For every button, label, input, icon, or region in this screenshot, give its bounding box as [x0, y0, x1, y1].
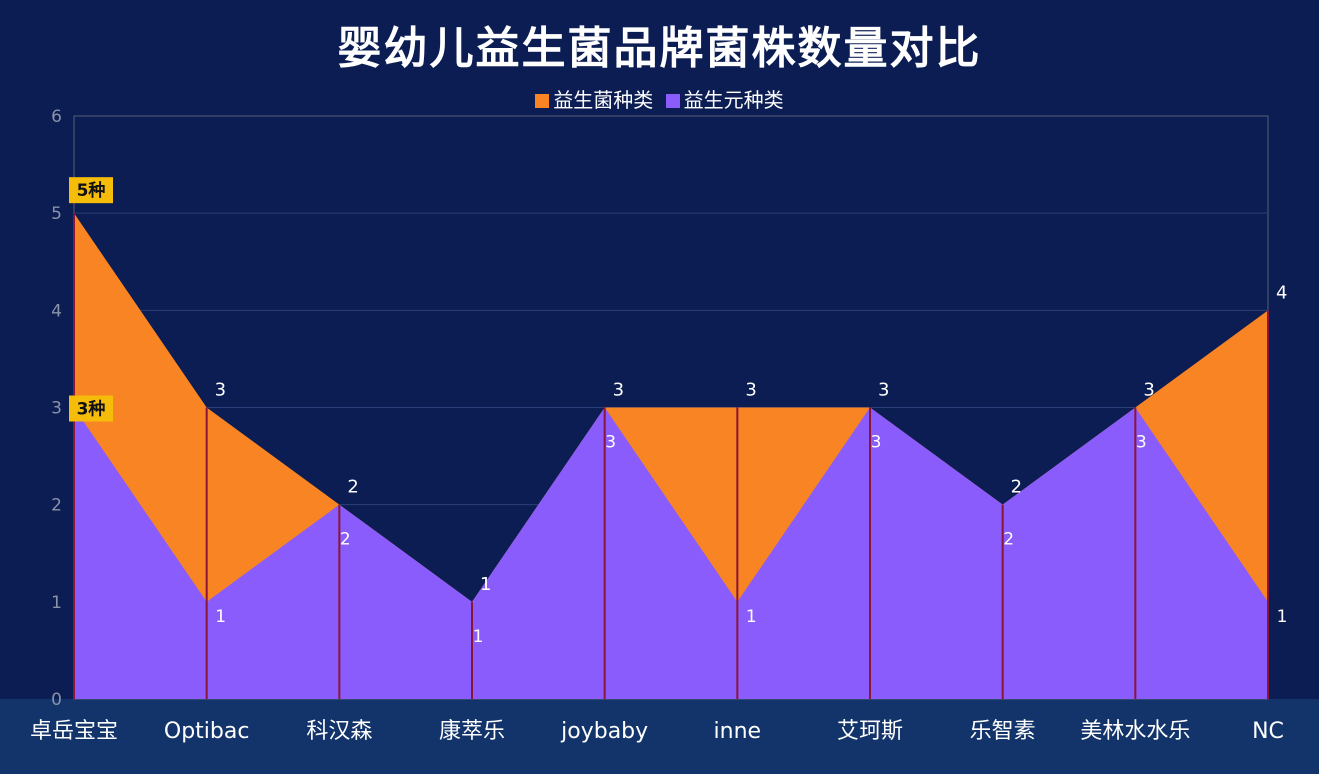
x-tick-label: Optibac — [164, 719, 250, 744]
annotation-label: 5种 — [77, 180, 106, 201]
annotation-box — [69, 177, 113, 204]
data-label-probiotic: 3 — [613, 380, 624, 401]
x-tick-label: NC — [1252, 719, 1284, 744]
data-label-probiotic: 4 — [1276, 282, 1287, 303]
y-tick-label: 2 — [51, 496, 62, 516]
data-label-probiotic: 3 — [878, 380, 889, 401]
data-label-prebiotic: 2 — [340, 530, 351, 550]
data-label-prebiotic: 3 — [1136, 433, 1147, 453]
data-label-prebiotic: 2 — [1003, 530, 1014, 550]
data-label-prebiotic: 3 — [605, 433, 616, 453]
data-label-probiotic: 3 — [215, 380, 226, 401]
data-label-probiotic: 2 — [347, 477, 358, 498]
x-tick-label: 乐智素 — [970, 719, 1036, 744]
data-label-prebiotic: 1 — [215, 607, 226, 627]
legend-label-prebiotic: 益生元种类 — [683, 88, 784, 112]
x-tick-label: inne — [714, 719, 762, 744]
data-label-prebiotic: 3 — [871, 433, 882, 453]
x-axis-band — [0, 699, 1319, 774]
y-tick-label: 5 — [51, 204, 62, 224]
data-label-prebiotic: 1 — [1277, 607, 1288, 627]
data-label-probiotic: 2 — [1011, 477, 1022, 498]
legend-swatch-prebiotic — [665, 94, 680, 108]
legend-label-probiotic: 益生菌种类 — [553, 88, 654, 112]
legend-swatch-probiotic — [535, 94, 550, 108]
y-tick-label: 6 — [51, 107, 62, 127]
x-tick-label: 卓岳宝宝 — [30, 719, 118, 744]
data-label-probiotic: 1 — [480, 574, 491, 595]
annotation-label: 3种 — [77, 399, 106, 420]
data-label-probiotic: 3 — [745, 380, 756, 401]
data-label-prebiotic: 1 — [746, 607, 757, 627]
y-tick-label: 3 — [51, 399, 62, 419]
data-label-prebiotic: 1 — [473, 627, 484, 647]
x-tick-label: 科汉森 — [306, 719, 372, 744]
data-label-probiotic: 3 — [1143, 380, 1154, 401]
y-tick-label: 0 — [51, 690, 62, 710]
legend-item-prebiotic[interactable]: 益生元种类 — [665, 84, 784, 113]
annotation-box — [69, 395, 113, 422]
chart-legend: 益生菌种类 益生元种类 — [0, 84, 1319, 113]
x-tick-label: joybaby — [560, 719, 648, 744]
y-tick-label: 4 — [51, 301, 62, 321]
chart-title: 婴幼儿益生菌品牌菌株数量对比 — [337, 23, 982, 74]
legend-item-probiotic[interactable]: 益生菌种类 — [535, 84, 653, 113]
x-tick-label: 康萃乐 — [439, 719, 505, 744]
y-tick-label: 1 — [51, 593, 62, 613]
x-tick-label: 美林水水乐 — [1080, 719, 1190, 744]
x-tick-label: 艾珂斯 — [837, 719, 903, 744]
area-prebiotic — [74, 407, 1268, 699]
